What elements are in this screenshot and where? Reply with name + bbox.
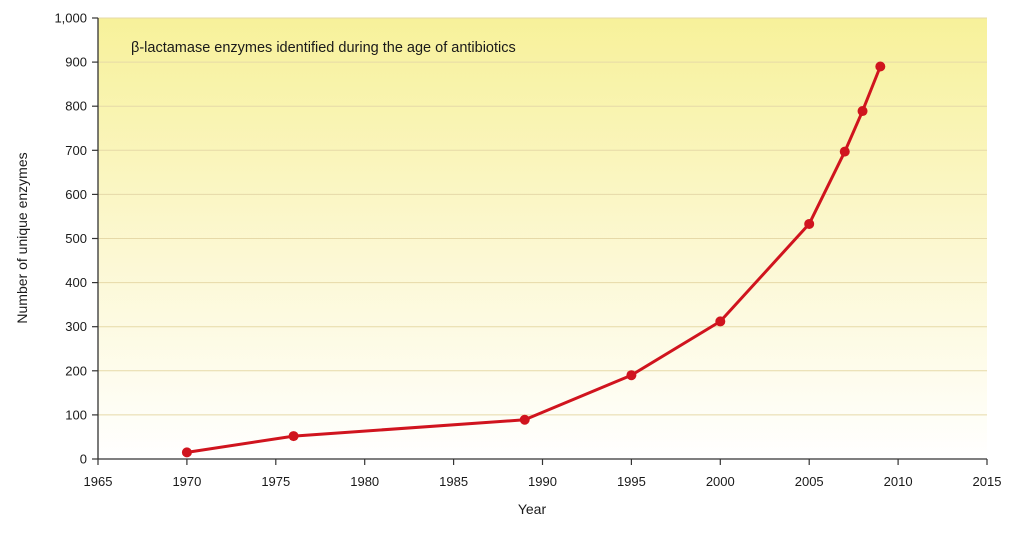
- data-point: [804, 218, 815, 229]
- data-point: [519, 414, 530, 425]
- series-layer: [181, 61, 886, 458]
- x-tick-label: 2000: [706, 474, 735, 489]
- data-point: [715, 316, 726, 327]
- y-tick-label: 0: [80, 452, 87, 467]
- x-tick-label: 2005: [795, 474, 824, 489]
- y-axis-title: Number of unique enzymes: [14, 152, 30, 323]
- x-axis-title: Year: [518, 501, 547, 517]
- y-tick-label: 200: [65, 363, 87, 378]
- y-tick-label: 800: [65, 99, 87, 114]
- x-tick-label: 1980: [350, 474, 379, 489]
- y-tick-label: 100: [65, 407, 87, 422]
- x-tick-label: 1975: [261, 474, 290, 489]
- x-tick-label: 2015: [973, 474, 1002, 489]
- data-point: [626, 370, 637, 381]
- data-point: [288, 431, 299, 442]
- y-tick-label: 600: [65, 187, 87, 202]
- data-point: [857, 106, 868, 117]
- y-tick-label: 400: [65, 275, 87, 290]
- data-point: [181, 447, 192, 458]
- data-point: [875, 61, 886, 72]
- x-tick-label: 1990: [528, 474, 557, 489]
- x-tick-label: 1965: [84, 474, 113, 489]
- chart-title: β-lactamase enzymes identified during th…: [131, 40, 516, 56]
- data-point: [839, 146, 850, 157]
- x-tick-label: 1995: [617, 474, 646, 489]
- y-tick-label: 900: [65, 55, 87, 70]
- y-tick-label: 300: [65, 319, 87, 334]
- x-tick-label: 2010: [884, 474, 913, 489]
- x-tick-label: 1970: [172, 474, 201, 489]
- x-tick-label: 1985: [439, 474, 468, 489]
- y-tick-label: 1,000: [54, 11, 87, 26]
- gridlines: [98, 17, 987, 416]
- y-tick-label: 500: [65, 231, 87, 246]
- y-tick-label: 700: [65, 143, 87, 158]
- axes: 0 100 200 300 400 500 600 700 800 900 1,000 1965 197…: [54, 11, 1001, 490]
